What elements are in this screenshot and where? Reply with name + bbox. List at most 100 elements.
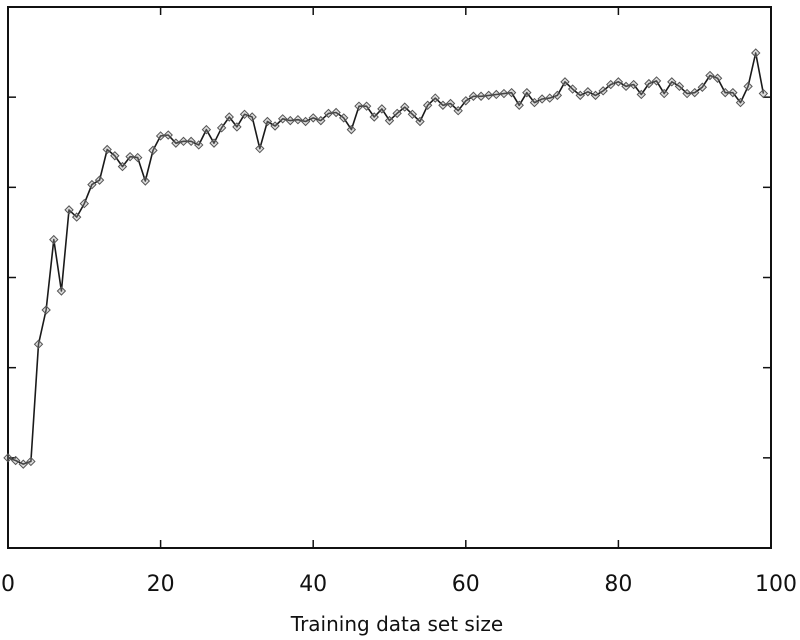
data-point bbox=[377, 104, 387, 114]
data-point bbox=[178, 136, 189, 147]
data-point bbox=[438, 100, 448, 110]
data-point bbox=[758, 88, 769, 99]
data-point bbox=[255, 143, 265, 154]
data-point bbox=[499, 88, 509, 99]
x-tick-label-3: 60 bbox=[452, 572, 480, 597]
data-point bbox=[728, 87, 738, 98]
data-point bbox=[491, 89, 502, 100]
data-point bbox=[247, 112, 257, 122]
data-point bbox=[712, 73, 723, 83]
data-point bbox=[735, 97, 746, 108]
data-point bbox=[64, 205, 74, 215]
data-point bbox=[575, 90, 585, 101]
data-point bbox=[26, 456, 36, 467]
x-tick-label-5: 100 bbox=[755, 572, 797, 597]
data-point bbox=[163, 130, 173, 140]
data-point bbox=[506, 87, 517, 98]
x-ticks: 0 20 40 60 80 100 bbox=[1, 7, 797, 597]
data-point bbox=[41, 305, 51, 315]
data-point bbox=[155, 131, 166, 141]
data-point bbox=[239, 109, 250, 120]
data-point bbox=[560, 77, 570, 87]
data-point bbox=[415, 116, 425, 127]
data-point bbox=[49, 234, 59, 245]
data-point bbox=[224, 112, 234, 122]
data-point bbox=[293, 115, 303, 125]
data-point bbox=[468, 91, 479, 101]
data-point bbox=[262, 116, 273, 127]
data-point bbox=[194, 140, 204, 150]
data-point bbox=[316, 115, 326, 126]
data-point bbox=[651, 76, 662, 86]
data-point bbox=[10, 455, 21, 466]
data-point bbox=[583, 87, 593, 97]
data-point bbox=[461, 96, 471, 106]
data-point bbox=[682, 88, 692, 99]
data-point bbox=[697, 82, 708, 92]
data-point bbox=[102, 144, 112, 155]
data-point bbox=[3, 453, 13, 463]
data-point bbox=[148, 145, 158, 156]
x-tick-label-4: 80 bbox=[604, 572, 632, 597]
data-point bbox=[606, 79, 616, 90]
data-point bbox=[369, 112, 379, 122]
data-point bbox=[209, 138, 219, 148]
x-tick-label-1: 20 bbox=[147, 572, 175, 597]
data-point bbox=[354, 101, 364, 111]
series-layer bbox=[3, 48, 769, 469]
data-point bbox=[285, 115, 296, 126]
data-point bbox=[751, 48, 761, 58]
data-point bbox=[140, 176, 151, 186]
data-point bbox=[56, 286, 67, 296]
data-point bbox=[400, 102, 410, 112]
data-point bbox=[552, 90, 563, 101]
data-point bbox=[689, 87, 700, 98]
data-point bbox=[186, 136, 196, 147]
y-ticks bbox=[8, 96, 771, 459]
data-point bbox=[216, 123, 227, 133]
data-point bbox=[232, 122, 242, 132]
data-point bbox=[277, 114, 288, 124]
data-point bbox=[598, 86, 608, 96]
data-point bbox=[636, 89, 646, 100]
data-point bbox=[171, 138, 181, 148]
x-tick-label-0: 0 bbox=[1, 572, 15, 597]
data-point bbox=[133, 152, 143, 163]
data-point bbox=[422, 100, 433, 110]
data-point bbox=[384, 115, 395, 126]
data-point bbox=[71, 212, 82, 222]
data-point bbox=[339, 113, 349, 123]
data-point bbox=[674, 81, 685, 92]
data-point bbox=[720, 87, 730, 98]
data-point bbox=[514, 100, 524, 110]
data-point bbox=[545, 93, 555, 103]
data-point bbox=[94, 175, 105, 185]
data-point bbox=[18, 459, 28, 469]
data-point bbox=[33, 339, 44, 349]
data-point bbox=[392, 108, 402, 119]
data-point bbox=[567, 84, 578, 94]
data-point bbox=[705, 70, 715, 81]
data-point bbox=[323, 108, 334, 119]
data-point bbox=[621, 81, 631, 92]
data-point bbox=[537, 94, 547, 104]
data-point bbox=[445, 98, 456, 109]
data-point bbox=[743, 81, 753, 92]
x-axis-title: Training data set size bbox=[290, 612, 503, 636]
data-point bbox=[407, 109, 418, 120]
x-tick-label-2: 40 bbox=[299, 572, 327, 597]
data-point bbox=[117, 161, 128, 172]
data-point bbox=[270, 121, 280, 131]
data-point bbox=[522, 87, 532, 98]
data-point bbox=[529, 97, 540, 108]
data-point bbox=[659, 88, 669, 99]
data-point bbox=[430, 93, 440, 103]
data-point bbox=[201, 124, 212, 135]
data-point bbox=[667, 77, 677, 87]
data-point bbox=[79, 198, 90, 209]
data-point bbox=[110, 151, 120, 161]
data-point bbox=[125, 151, 135, 162]
data-point bbox=[87, 179, 97, 190]
